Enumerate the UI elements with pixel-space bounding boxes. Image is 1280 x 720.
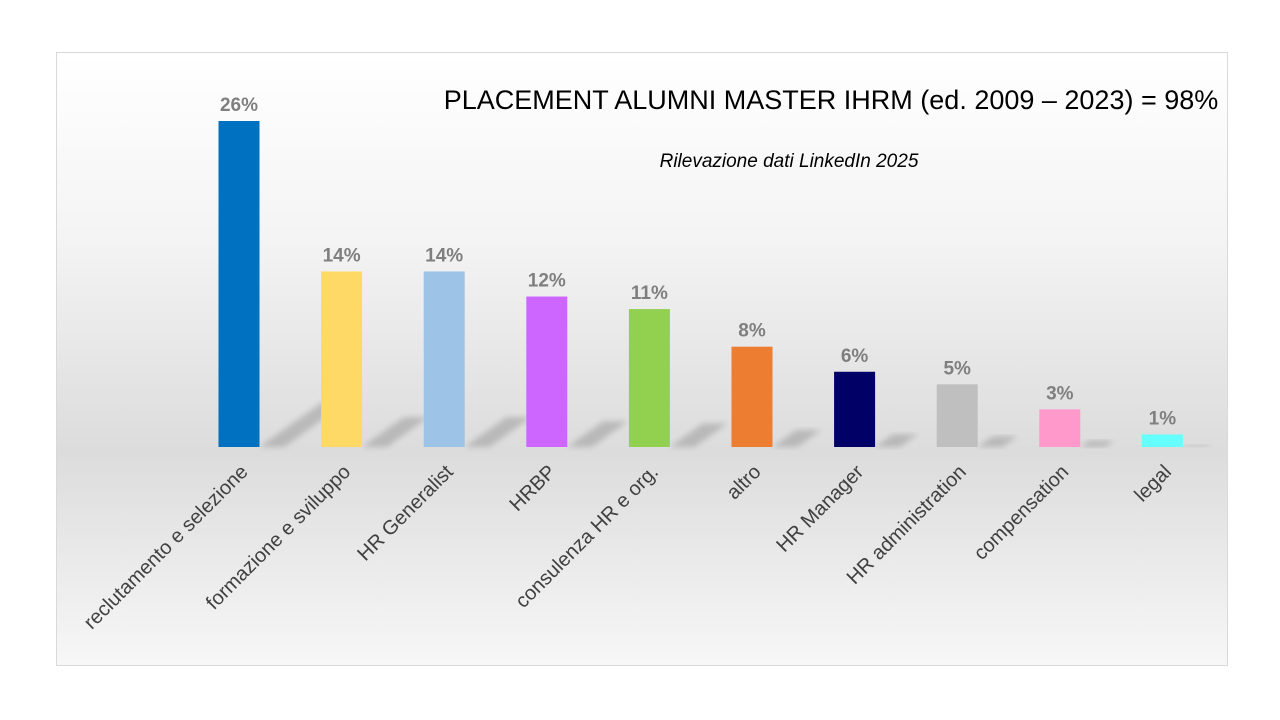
bar-shadow-formazione-e-sviluppo (362, 417, 429, 447)
data-label-legal: 1% (1149, 408, 1177, 429)
bar-shadow-hr-administration (977, 436, 1018, 447)
bar-shadow-hrbp (567, 421, 628, 447)
tick-label-compensation: compensation (970, 461, 1074, 565)
data-label-hr-manager: 6% (841, 346, 869, 367)
bar-hr-manager (834, 371, 876, 447)
bar-shadow-compensation (1080, 440, 1114, 447)
bar-shadow-hr-manager (875, 434, 918, 447)
data-label-altro: 8% (738, 321, 766, 342)
data-label-hrbp: 12% (528, 271, 566, 292)
bar-hr-generalist (423, 271, 465, 447)
bar-consulenza-hr-e-org (628, 309, 670, 447)
bar-legal (1141, 434, 1183, 447)
tick-label-altro: altro (722, 461, 765, 504)
chart-frame: 26% 14% 14% 12% 11% 8% 6% 5% 3% 1% reclutamento e… (56, 52, 1228, 666)
bar-hr-administration (936, 384, 978, 447)
data-label-formazione-e-sviluppo: 14% (323, 245, 361, 266)
data-label-consulenza-hr-e-org: 11% (631, 283, 668, 304)
bar-shadow-consulenza-hr-e-org (669, 423, 728, 447)
bar-reclutamento-e-selezione (218, 121, 260, 447)
bar-chart: 26% 14% 14% 12% 11% 8% 6% 5% 3% 1% reclutamento e… (80, 85, 1219, 634)
data-label-hr-generalist: 14% (425, 245, 463, 266)
bar-formazione-e-sviluppo (321, 271, 363, 447)
chart-subtitle: Rilevazione dati LinkedIn 2025 (660, 151, 919, 172)
bar-shadow-altro (772, 429, 821, 447)
bar-altro (731, 346, 773, 447)
tick-label-reclutamento-e-selezione: reclutamento e selezione (80, 461, 253, 634)
bar-shadow-hr-generalist (464, 417, 532, 447)
tick-label-hr-manager: HR Manager (772, 461, 868, 557)
bar-shadow-legal (1182, 444, 1211, 447)
bar-hrbp (526, 296, 568, 447)
data-label-reclutamento-e-selezione: 26% (220, 95, 258, 116)
tick-label-legal: legal (1130, 461, 1175, 506)
tick-label-hrbp: HRBP (505, 461, 560, 516)
chart-title: PLACEMENT ALUMNI MASTER IHRM (ed. 2009 –… (444, 85, 1219, 115)
tick-label-hr-generalist: HR Generalist (353, 461, 458, 566)
data-label-hr-administration: 5% (943, 358, 971, 379)
bar-compensation (1039, 409, 1081, 447)
data-label-compensation: 3% (1046, 383, 1074, 404)
